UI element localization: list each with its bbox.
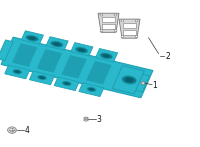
Text: 4: 4 [24, 126, 29, 135]
Polygon shape [123, 23, 136, 28]
Circle shape [114, 30, 117, 32]
Polygon shape [1, 37, 153, 98]
Ellipse shape [62, 81, 71, 86]
Ellipse shape [13, 69, 22, 74]
Ellipse shape [28, 36, 36, 40]
Polygon shape [87, 61, 111, 84]
Circle shape [100, 30, 103, 32]
Polygon shape [112, 66, 144, 94]
Polygon shape [123, 30, 136, 35]
Polygon shape [119, 19, 140, 38]
Circle shape [114, 14, 117, 16]
Ellipse shape [51, 41, 63, 47]
Ellipse shape [38, 75, 46, 80]
Ellipse shape [125, 77, 134, 82]
Polygon shape [54, 77, 79, 91]
Circle shape [121, 35, 124, 37]
Circle shape [8, 127, 16, 133]
Polygon shape [96, 49, 118, 62]
Ellipse shape [100, 53, 113, 59]
Ellipse shape [89, 88, 94, 91]
Polygon shape [46, 37, 68, 50]
Circle shape [141, 82, 145, 85]
Ellipse shape [15, 70, 20, 73]
Polygon shape [102, 17, 115, 22]
Circle shape [135, 35, 138, 37]
Ellipse shape [87, 87, 96, 92]
Text: 1: 1 [152, 81, 157, 90]
Polygon shape [37, 50, 62, 72]
Ellipse shape [64, 82, 69, 85]
Polygon shape [98, 13, 119, 32]
Polygon shape [102, 24, 115, 29]
Polygon shape [5, 65, 30, 79]
Text: 3: 3 [96, 115, 101, 124]
Ellipse shape [78, 48, 85, 52]
Polygon shape [62, 55, 86, 78]
Ellipse shape [122, 76, 137, 84]
Ellipse shape [103, 54, 110, 58]
Ellipse shape [75, 47, 88, 53]
Circle shape [135, 20, 138, 22]
Ellipse shape [26, 35, 38, 41]
Ellipse shape [53, 42, 60, 46]
Polygon shape [0, 40, 13, 61]
Circle shape [10, 128, 14, 132]
Polygon shape [71, 43, 93, 56]
Polygon shape [79, 83, 104, 97]
Polygon shape [21, 31, 43, 44]
Circle shape [121, 20, 124, 22]
Ellipse shape [84, 117, 88, 119]
Text: 2: 2 [166, 52, 171, 61]
Circle shape [100, 14, 103, 16]
Polygon shape [29, 71, 54, 85]
Polygon shape [134, 74, 149, 92]
Ellipse shape [40, 76, 44, 79]
Polygon shape [12, 44, 37, 66]
Ellipse shape [84, 119, 88, 121]
